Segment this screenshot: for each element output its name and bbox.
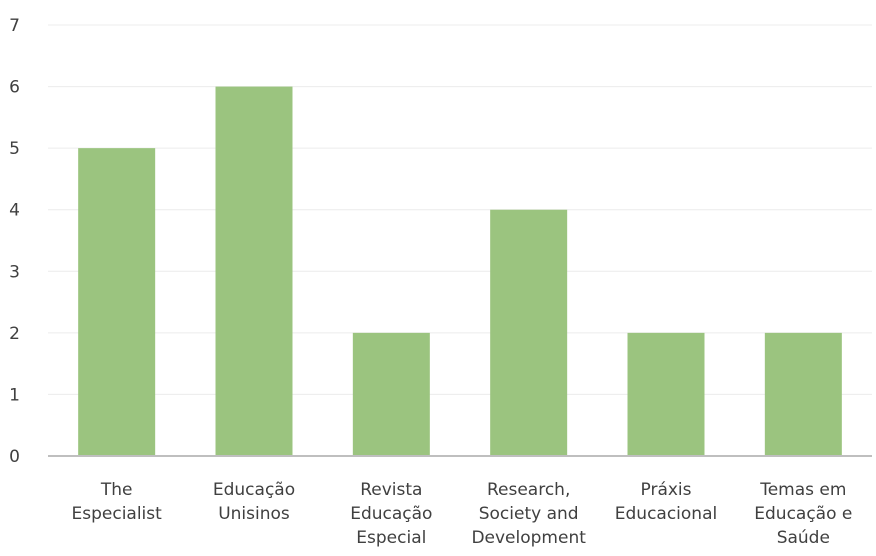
x-category-label-4: Research, Society and Development	[471, 480, 586, 548]
x-category-label-line: Development	[471, 528, 586, 548]
x-category-label-line: Educação e	[754, 504, 852, 524]
x-category-label-1: The Especialist	[72, 480, 163, 524]
x-category-label-line: Saúde	[777, 528, 830, 548]
bar-1	[78, 148, 156, 456]
x-category-label-6: Temas em Educação e Saúde	[754, 480, 852, 548]
x-category-label-line: Educação	[350, 504, 432, 524]
x-category-label-3: Revista Educação Especial	[350, 480, 432, 548]
x-category-label-line: Educacional	[615, 504, 717, 524]
x-axis-labels: The Especialist Educação Unisinos Revista Edu…	[72, 480, 853, 548]
bar-5	[627, 332, 705, 456]
bar-2	[215, 86, 293, 457]
x-category-label-5: Práxis Educacional	[615, 480, 717, 524]
y-tick-label-1: 1	[9, 385, 20, 405]
x-category-label-line: Especial	[356, 528, 426, 548]
y-tick-label-2: 2	[9, 324, 20, 344]
x-category-label-line: Temas em	[759, 480, 846, 500]
bar-4	[490, 209, 568, 456]
bars	[78, 86, 842, 457]
x-category-label-line: Educação	[213, 480, 295, 500]
x-category-label-line: Unisinos	[218, 504, 290, 524]
x-category-label-line: The	[100, 480, 133, 500]
x-category-label-line: Revista	[360, 480, 422, 500]
x-category-label-2: Educação Unisinos	[213, 480, 295, 524]
y-tick-label-7: 7	[9, 16, 20, 36]
gridlines	[48, 24, 872, 395]
x-category-label-line: Society and	[479, 504, 579, 524]
y-axis-ticks: 0 1 2 3 4 5 6 7	[9, 16, 20, 467]
y-tick-label-5: 5	[9, 139, 20, 159]
x-category-label-line: Práxis	[641, 480, 692, 500]
y-tick-label-4: 4	[9, 201, 20, 221]
bar-3	[352, 332, 430, 456]
y-tick-label-3: 3	[9, 262, 20, 282]
y-tick-label-0: 0	[9, 447, 20, 467]
x-category-label-line: Especialist	[72, 504, 163, 524]
x-category-label-line: Research,	[487, 480, 570, 500]
y-tick-label-6: 6	[9, 78, 20, 98]
bar-6	[764, 332, 842, 456]
